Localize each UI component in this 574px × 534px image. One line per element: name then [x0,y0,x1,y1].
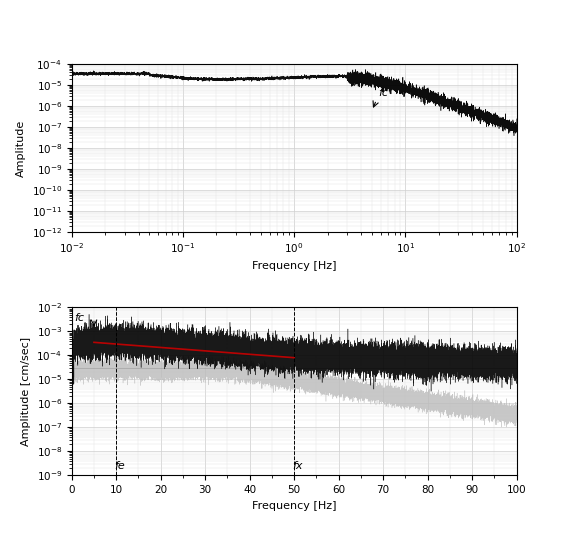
Text: fc: fc [74,313,84,323]
Text: fx: fx [292,461,302,471]
Text: fe: fe [114,461,125,471]
Y-axis label: Amplitude [cm/sec]: Amplitude [cm/sec] [21,337,31,446]
Y-axis label: Amplitude: Amplitude [16,120,26,177]
Text: fc: fc [379,88,389,98]
X-axis label: Frequency [Hz]: Frequency [Hz] [252,500,336,511]
X-axis label: Frequency [Hz]: Frequency [Hz] [252,261,336,271]
